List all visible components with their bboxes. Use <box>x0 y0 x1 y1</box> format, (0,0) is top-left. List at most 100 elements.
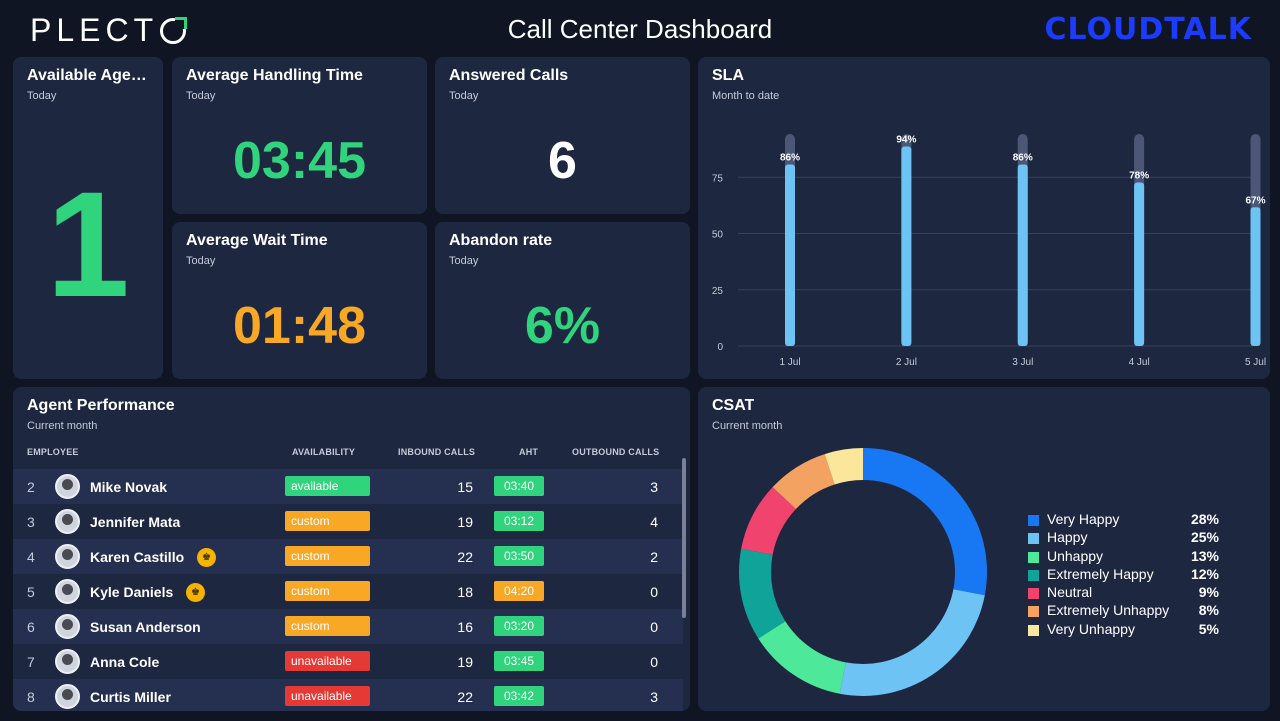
dashboard-header: PLECT Call Center Dashboard CLOUDTALK <box>0 0 1280 56</box>
sla-card[interactable]: SLA Month to date 0 25 50 75 86% 1 Jul 94% 2 Ju… <box>698 57 1270 379</box>
csat-slice[interactable] <box>839 589 985 696</box>
legend-swatch <box>1028 569 1039 581</box>
legend-item[interactable]: Very Unhappy 5% <box>1028 621 1248 639</box>
aht-value-badge: 03:20 <box>494 616 544 636</box>
employee-name[interactable]: Kyle Daniels <box>90 584 174 600</box>
legend-item[interactable]: Extremely Unhappy 8% <box>1028 602 1248 620</box>
sla-bar <box>1250 207 1261 346</box>
legend-item[interactable]: Unhappy 13% <box>1028 548 1248 566</box>
legend-swatch <box>1028 606 1039 618</box>
header-availability[interactable]: AVAILABILITY <box>292 447 356 457</box>
legend-swatch <box>1028 533 1039 545</box>
legend-swatch <box>1028 515 1039 526</box>
available-agents-value: 1 <box>46 160 130 328</box>
legend-label: Unhappy <box>1047 547 1104 564</box>
trophy-badge-icon: ♚ <box>186 583 205 602</box>
avatar <box>55 509 80 534</box>
legend-value: 13% <box>1190 547 1219 564</box>
csat-slice[interactable] <box>758 621 846 694</box>
outbound-calls-value: 3 <box>650 689 658 705</box>
availability-status-badge: custom <box>285 581 370 601</box>
answered-calls-card[interactable]: Answered Calls Today 6 <box>435 57 690 214</box>
outbound-calls-value: 3 <box>650 479 658 495</box>
plecto-logo-o-icon <box>160 16 188 44</box>
aht-value-badge: 03:50 <box>494 546 544 566</box>
aht-value-badge: 03:42 <box>494 686 544 706</box>
header-inbound-calls[interactable]: INBOUND CALLS <box>398 447 476 457</box>
header-outbound-calls[interactable]: OUTBOUND CALLS <box>572 447 660 457</box>
table-row[interactable]: 4 Karen Castillo ♚ custom 22 03:50 2 <box>13 539 683 574</box>
bar-value-label: 67% <box>1245 195 1265 206</box>
outbound-calls-value: 4 <box>650 514 658 530</box>
table-header: EMPLOYEE AVAILABILITY INBOUND CALLS AHT … <box>13 447 690 463</box>
csat-slice[interactable] <box>824 448 863 485</box>
y-tick-label: 50 <box>712 230 724 241</box>
inbound-calls-value: 22 <box>457 689 473 705</box>
csat-slice[interactable] <box>772 454 835 510</box>
table-row[interactable]: 6 Susan Anderson custom 16 03:20 0 <box>13 609 683 644</box>
awt-card[interactable]: Average Wait Time Today 01:48 <box>172 222 427 379</box>
card-subtitle: Today <box>449 90 479 102</box>
employee-name[interactable]: Anna Cole <box>90 654 160 670</box>
aht-value-badge: 03:45 <box>494 651 544 671</box>
y-tick-label: 75 <box>712 173 724 184</box>
header-employee[interactable]: EMPLOYEE <box>27 447 79 457</box>
x-tick-label: 4 Jul <box>1129 357 1150 368</box>
availability-status-badge: unavailable <box>285 651 370 671</box>
abandon-rate-card[interactable]: Abandon rate Today 6% <box>435 222 690 379</box>
header-aht[interactable]: AHT <box>519 447 539 457</box>
legend-value: 28% <box>1190 511 1219 527</box>
aht-card[interactable]: Average Handling Time Today 03:45 <box>172 57 427 214</box>
awt-value: 01:48 <box>233 297 366 355</box>
legend-label: Extremely Unhappy <box>1047 602 1170 619</box>
row-index: 3 <box>27 514 35 530</box>
table-row[interactable]: 5 Kyle Daniels ♚ custom 18 04:20 0 <box>13 574 683 609</box>
table-scrollbar[interactable] <box>682 458 686 618</box>
sla-bar <box>901 146 912 346</box>
table-row[interactable]: 3 Jennifer Mata custom 19 03:12 4 <box>13 504 683 539</box>
employee-name[interactable]: Susan Anderson <box>90 619 201 635</box>
legend-item[interactable]: Happy 25% <box>1028 529 1248 547</box>
employee-name[interactable]: Jennifer Mata <box>90 514 181 530</box>
aht-value: 03:45 <box>233 132 366 190</box>
sla-bar <box>1134 182 1145 346</box>
csat-slice[interactable] <box>739 548 786 639</box>
csat-slice[interactable] <box>741 487 796 555</box>
employee-name[interactable]: Karen Castillo <box>90 549 185 565</box>
card-subtitle: Current month <box>712 420 783 432</box>
card-title: Average Handling Time <box>186 67 363 84</box>
legend-value: 9% <box>1198 584 1219 601</box>
table-row[interactable]: 8 Curtis Miller unavailable 22 03:42 3 <box>13 679 683 711</box>
legend-item[interactable]: Extremely Happy 12% <box>1028 566 1248 584</box>
aht-value-badge: 04:20 <box>494 581 544 601</box>
availability-status-badge: custom <box>285 511 370 531</box>
avatar <box>55 474 80 499</box>
avatar <box>55 544 80 569</box>
plecto-logo: PLECT <box>30 12 188 49</box>
csat-slice[interactable] <box>863 448 987 596</box>
cloudtalk-logo: CLOUDTALK <box>1044 12 1252 47</box>
employee-name[interactable]: Curtis Miller <box>90 689 171 705</box>
csat-card[interactable]: CSAT Current month Very Happy 28% Happy 25%… <box>698 387 1270 711</box>
row-index: 8 <box>27 689 35 705</box>
sla-bar <box>1017 164 1028 346</box>
employee-name[interactable]: Mike Novak <box>90 479 168 495</box>
legend-item[interactable]: Very Happy 28% <box>1028 511 1248 529</box>
legend-swatch <box>1028 551 1039 563</box>
card-title: Available Age… <box>27 67 147 84</box>
inbound-calls-value: 18 <box>457 584 473 600</box>
table-row[interactable]: 7 Anna Cole unavailable 19 03:45 0 <box>13 644 683 679</box>
legend-value: 5% <box>1198 620 1219 637</box>
availability-status-badge: available <box>285 476 370 496</box>
card-title: Agent Performance <box>27 397 175 414</box>
legend-label: Very Unhappy <box>1047 620 1135 637</box>
table-row[interactable]: 2 Mike Novak available 15 03:40 3 <box>13 469 683 504</box>
agent-performance-card[interactable]: Agent Performance Current month EMPLOYEE… <box>13 387 690 711</box>
card-subtitle: Today <box>186 255 216 267</box>
legend-value: 25% <box>1190 529 1219 546</box>
available-agents-card[interactable]: Available Age… Today 1 <box>13 57 163 379</box>
legend-label: Very Happy <box>1047 511 1120 527</box>
x-tick-label: 5 Jul <box>1245 357 1266 368</box>
card-title: Abandon rate <box>449 232 553 249</box>
legend-item[interactable]: Neutral 9% <box>1028 584 1248 602</box>
